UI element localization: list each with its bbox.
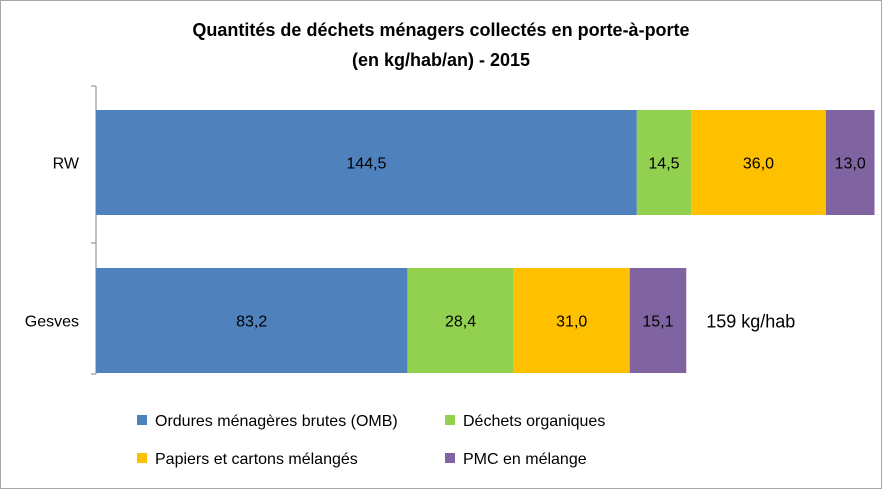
legend-label: Papiers et cartons mélangés [155, 451, 358, 468]
category-label: RW [53, 156, 80, 173]
plot-area: RW 144,5 14,5 36,0 13,0 Gesves 83,2 28,4 31,0 15,… [25, 85, 875, 375]
data-label: 14,5 [648, 156, 679, 173]
bar-segment [96, 110, 637, 215]
bar-segment [629, 268, 687, 373]
bar-segment [513, 268, 630, 373]
data-label: 28,4 [445, 314, 476, 331]
legend-swatch [445, 453, 455, 463]
bar-segment [825, 110, 875, 215]
chart-title: Quantités de déchets ménagers collectés … [192, 20, 689, 40]
legend-swatch [137, 415, 147, 425]
legend-label: PMC en mélange [463, 451, 587, 468]
category-label: Gesves [25, 314, 79, 331]
bar-segment [691, 110, 826, 215]
data-label: 83,2 [236, 314, 267, 331]
total-annotation: 159 kg/hab [706, 312, 795, 332]
legend-label: Ordures ménagères brutes (OMB) [155, 413, 398, 430]
bar-segment [407, 268, 514, 373]
data-label: 31,0 [556, 314, 587, 331]
bar-segment [636, 110, 692, 215]
data-label: 36,0 [743, 156, 774, 173]
legend-swatch [137, 453, 147, 463]
bar-segment [96, 268, 408, 373]
data-label: 13,0 [835, 156, 866, 173]
data-label: 15,1 [642, 314, 673, 331]
data-label: 144,5 [346, 156, 386, 173]
legend: Ordures ménagères brutes (OMB) Déchets or… [137, 413, 605, 468]
legend-swatch [445, 415, 455, 425]
legend-label: Déchets organiques [463, 413, 605, 430]
chart-subtitle: (en kg/hab/an) - 2015 [352, 50, 530, 70]
